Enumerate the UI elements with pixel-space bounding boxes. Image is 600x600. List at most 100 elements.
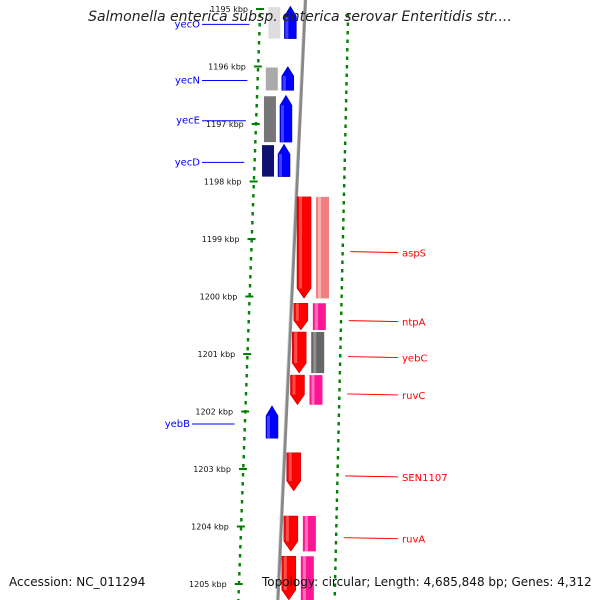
gc-ring-dot [341, 226, 345, 230]
axis-tick-label: 1201 kbp [198, 350, 236, 359]
gc-ring-dot [341, 260, 344, 264]
gc-ring-dot [340, 286, 344, 290]
gc-ring-dot [340, 294, 343, 298]
gc-ring-dot [342, 218, 345, 222]
tick-dot [246, 338, 250, 342]
gc-ring-dot [339, 320, 343, 324]
axis-tick-label: 1197 kbp [206, 120, 244, 129]
tick-dot [246, 347, 249, 351]
accession-label: Accession: NC_011294 [9, 575, 146, 589]
gene-label-yecN: yecN [175, 75, 200, 86]
tick-dot [250, 248, 253, 252]
tick-dot [256, 77, 259, 81]
gc-ring-dot [343, 175, 346, 179]
gc-ring-dot [333, 592, 336, 596]
gc-bar [309, 375, 323, 405]
gene-arrow-SEN1107 [286, 452, 301, 492]
gene-arrow-shine [285, 16, 289, 39]
gc-ring-dot [336, 456, 340, 460]
tick-dot [250, 239, 253, 243]
tick-dot [253, 158, 256, 162]
gc-ring-dot [335, 515, 338, 519]
gene-arrow-ntpA [293, 303, 309, 331]
gc-ring-dot [342, 201, 345, 205]
gc-ring-dot [346, 14, 350, 18]
gene-label-leader [347, 356, 399, 359]
gc-bar-highlight [318, 196, 322, 299]
gc-ring-dot [343, 141, 347, 145]
gc-ring-dot [337, 422, 340, 426]
gc-ring-dot [335, 498, 339, 502]
gene-arrow-shine [288, 452, 292, 481]
tick-dot [243, 428, 246, 432]
axis-tick-label: 1198 kbp [204, 178, 242, 187]
gc-ring-dot [341, 235, 345, 239]
tick-dot [257, 41, 261, 45]
tick-dot [258, 23, 261, 27]
tick-dot [249, 275, 252, 279]
topology-label: Topology: circular; Length: 4,685,848 bp… [262, 575, 592, 589]
gc-ring-dot [343, 158, 346, 162]
gene-label-aspS: aspS [402, 249, 426, 260]
gc-ring-dot [344, 99, 348, 103]
gc-bar-highlight [313, 332, 317, 374]
gc-bar [265, 67, 278, 91]
genome-title: Salmonella enterica subsp. enterica sero… [88, 9, 512, 25]
gc-ring-dot [342, 192, 346, 196]
gene-arrow-shine [267, 415, 271, 439]
gene-arrow-shine [282, 76, 286, 91]
gene-arrow-shine [299, 196, 303, 289]
tick-dot [245, 383, 248, 387]
tick-dot [248, 293, 251, 297]
gc-ring-dot [334, 566, 337, 570]
tick-dot [243, 437, 246, 441]
gc-bar-highlight [304, 516, 308, 552]
gene-arrow-yebC [291, 331, 307, 374]
tick-dot [237, 590, 240, 594]
tick-dot [248, 302, 251, 306]
axis-tick-label: 1204 kbp [191, 523, 229, 532]
gene-label-yecE: yecE [176, 116, 200, 127]
tick-dot [251, 212, 254, 216]
backbone-shine [275, 0, 305, 600]
tick-dot [240, 518, 243, 522]
gene-label-leader [343, 537, 399, 540]
axis-tick-label: 1203 kbp [193, 465, 231, 474]
tick-dot [247, 329, 250, 333]
gc-ring-dot [346, 31, 349, 35]
gene-label-yecD: yecD [175, 157, 201, 168]
tick-dot [257, 59, 260, 63]
gene-arrow-shine [292, 375, 296, 395]
tick-dot [238, 554, 242, 558]
gc-bar-highlight [302, 556, 306, 600]
gene-label-leader [348, 320, 399, 323]
gc-ring-dot [337, 405, 341, 409]
tick-dot [253, 149, 257, 153]
tick-dot [244, 392, 248, 396]
tick-dot [249, 257, 253, 261]
gene-label-ruvA: ruvA [402, 535, 425, 546]
gc-ring-dot [345, 56, 349, 60]
tick-dot [244, 401, 247, 405]
gc-ring-dot [343, 150, 347, 154]
tick-dot [252, 185, 255, 189]
tick-dot [256, 68, 260, 72]
gc-ring-dot [345, 65, 349, 69]
tick-dot [250, 230, 254, 234]
tick-dot [237, 581, 241, 585]
tick-dot [258, 14, 262, 18]
gc-ring-dot [339, 345, 342, 349]
gc-ring-dot [333, 583, 337, 587]
tick-dot [254, 131, 257, 135]
tick-dot [245, 365, 249, 369]
gc-ring-dot [345, 73, 348, 77]
gc-ring-dot [333, 575, 337, 579]
gc-ring-dot [336, 473, 339, 477]
gene-arrow-ruvB [281, 556, 297, 600]
tick-dot [247, 311, 251, 315]
tick-dot [256, 86, 259, 90]
gc-ring-dot [345, 90, 348, 94]
tick-dot [257, 50, 260, 54]
gc-ring-dot [341, 269, 344, 273]
tick-dot [258, 32, 261, 36]
